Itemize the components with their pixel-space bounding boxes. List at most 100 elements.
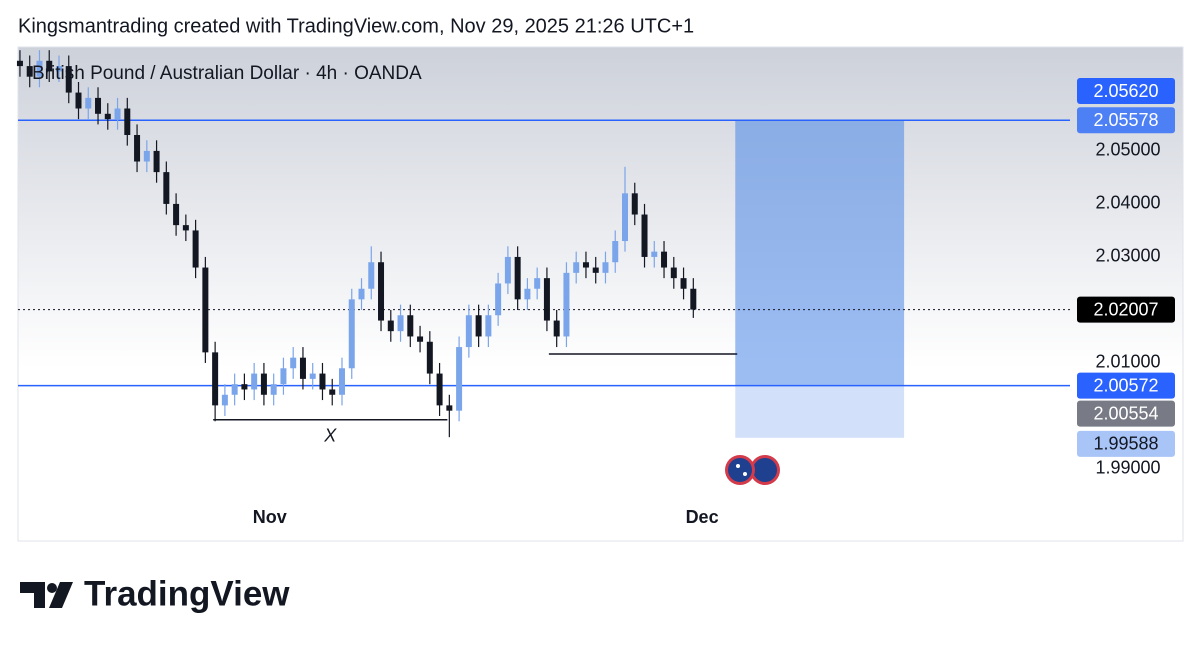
price-label: 2.02007 — [1093, 299, 1158, 319]
candle-body — [514, 256, 521, 300]
price-label-box — [1077, 107, 1175, 134]
candle-body — [329, 389, 336, 395]
price-label: 2.05620 — [1093, 81, 1158, 101]
candle-body — [299, 357, 306, 379]
y-tick-label: 2.05000 — [1095, 140, 1160, 160]
candle-body — [290, 357, 297, 369]
x-tick-label: Nov — [253, 507, 287, 527]
candle-body — [417, 336, 424, 342]
logo-mark — [20, 582, 73, 608]
candle-body — [26, 66, 33, 77]
candle-body — [241, 384, 248, 390]
candle-body — [582, 262, 589, 268]
candle-body — [631, 193, 638, 215]
price-label: 2.00554 — [1093, 403, 1158, 423]
header: Kingsmantrading created with TradingView… — [18, 15, 694, 37]
candle-body — [446, 405, 453, 411]
price-label-box — [1077, 296, 1175, 323]
candle-body — [485, 315, 492, 337]
flag-star — [736, 464, 740, 468]
symbol-legend: British Pound / Australian Dollar · 4h ·… — [32, 63, 422, 84]
candle-body — [270, 384, 277, 395]
y-tick-label: 2.03000 — [1095, 246, 1160, 266]
candle-body — [602, 262, 609, 273]
candle-body — [495, 283, 502, 316]
price-label: 2.05578 — [1093, 110, 1158, 130]
candle-body — [641, 214, 648, 257]
drawing-label: X — [323, 425, 337, 445]
price-label-box — [1077, 78, 1175, 105]
candle-body — [309, 373, 316, 379]
price-label-box — [1077, 372, 1175, 399]
candle-body — [670, 267, 677, 279]
candle-body — [407, 315, 414, 337]
candle-body — [55, 66, 62, 72]
y-tick-label: 1.99000 — [1095, 458, 1160, 478]
candle-body — [543, 278, 550, 321]
candle-body — [504, 256, 511, 284]
flag-icon — [753, 458, 777, 482]
price-label: 1.99588 — [1093, 434, 1158, 454]
candle-body — [124, 108, 131, 136]
candle-body — [221, 394, 228, 406]
candle-body — [338, 368, 345, 395]
candle-body — [534, 278, 541, 289]
candle-body — [563, 272, 570, 337]
price-label-box — [1077, 400, 1175, 427]
candle-body — [592, 267, 599, 273]
price-label: 2.00572 — [1093, 375, 1158, 395]
candle-body — [46, 60, 53, 72]
logo-text: TradingView — [84, 574, 290, 613]
candle-body — [36, 60, 43, 77]
position-stop — [735, 385, 905, 438]
y-tick-label: 2.04000 — [1095, 193, 1160, 213]
candle-body — [202, 267, 209, 353]
candle-body — [95, 97, 102, 114]
candle-body — [465, 315, 472, 348]
candle-body — [182, 225, 189, 231]
candle-body — [573, 262, 580, 273]
candle-body — [85, 97, 92, 109]
candle-body — [260, 373, 267, 395]
candle-body — [319, 373, 326, 390]
logo-shape — [20, 582, 45, 608]
candle-body — [387, 320, 394, 332]
candle-body — [231, 384, 238, 395]
candle-body — [251, 373, 258, 390]
candle-body — [378, 262, 385, 321]
candle-body — [651, 251, 658, 257]
y-tick-label: 2.01000 — [1095, 352, 1160, 372]
price-label-box — [1077, 430, 1175, 457]
candle-body — [426, 341, 433, 374]
position-target — [735, 120, 905, 386]
candle-body — [65, 66, 72, 93]
candle-body — [114, 108, 121, 120]
candle-body — [475, 315, 482, 337]
candle-body — [690, 288, 697, 310]
candle-body — [456, 347, 463, 411]
candle-body — [212, 352, 219, 406]
candle-body — [680, 278, 687, 289]
flag-star — [743, 472, 747, 476]
logo-shape — [49, 582, 73, 608]
event-flags — [725, 455, 780, 485]
candle-body — [368, 262, 375, 289]
candle-body — [612, 241, 619, 263]
candle-body — [134, 135, 141, 162]
candle-body — [75, 92, 82, 109]
flag-icon — [728, 458, 752, 482]
candle-body — [143, 150, 150, 162]
candle-body — [553, 320, 560, 337]
candle-body — [524, 288, 531, 300]
candle-body — [16, 60, 23, 67]
candle-body — [173, 203, 180, 226]
candle-body — [104, 113, 111, 120]
candle-body — [192, 230, 199, 268]
candle-body — [621, 193, 628, 242]
candle-body — [153, 150, 160, 173]
candle-body — [661, 251, 668, 268]
candle-body — [358, 288, 365, 300]
logo-shape — [47, 583, 57, 593]
